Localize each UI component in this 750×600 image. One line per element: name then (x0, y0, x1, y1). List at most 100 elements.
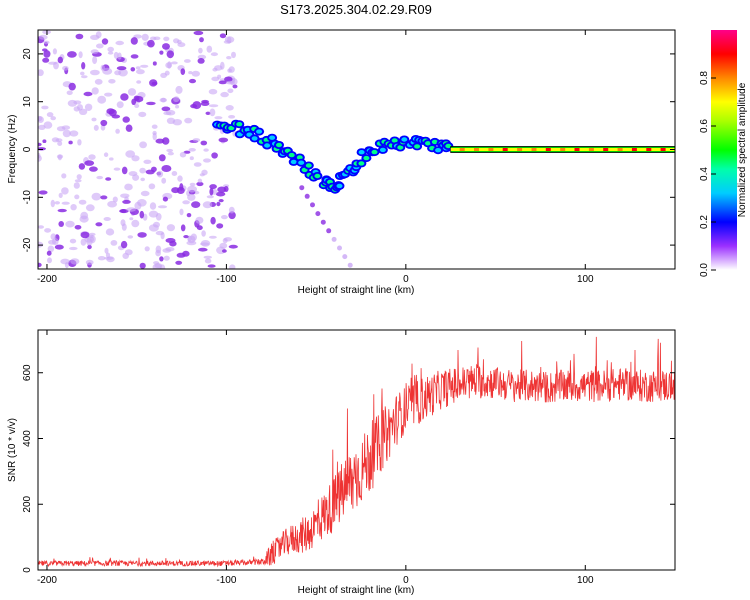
noise-blob (69, 130, 79, 137)
noise-blob (115, 40, 124, 46)
ridge-core (363, 155, 370, 161)
noise-blob (171, 187, 180, 194)
noise-blob (70, 258, 80, 265)
ridge-core (228, 125, 235, 131)
colorbar-tick-label: 0.6 (699, 119, 710, 133)
noise-blob (84, 160, 95, 166)
noise-blob (44, 228, 52, 233)
noise-blob (224, 76, 233, 82)
y-tick-label: 0 (22, 146, 33, 152)
spectrogram-y-label: Frequency (Hz) (7, 115, 18, 184)
snr-y-ticks: 0 200 400 600 (22, 364, 675, 573)
noise-blob (220, 91, 229, 98)
noise-blob (152, 61, 157, 66)
noise-blob (38, 116, 44, 123)
noise-blob (206, 195, 214, 199)
noise-blob (120, 240, 128, 249)
spectrogram-marks (38, 30, 675, 269)
noise-blob (162, 137, 170, 145)
noise-blob (228, 66, 235, 73)
noise-blob (78, 199, 87, 205)
noise-blob (205, 111, 211, 116)
noise-blob (124, 249, 133, 256)
tail-peak (545, 148, 551, 151)
ridge-core (391, 138, 398, 143)
noise-blob (58, 221, 64, 227)
noise-blob (210, 52, 218, 57)
noise-blob (57, 154, 63, 161)
streak-blob (315, 211, 321, 217)
noise-blob (107, 46, 114, 53)
noise-blob (42, 139, 47, 143)
noise-blob (186, 240, 197, 246)
ridge-core (425, 141, 431, 146)
noise-blob (97, 256, 106, 261)
noise-blob (108, 79, 116, 84)
noise-blob (157, 205, 168, 209)
tail-peak (660, 148, 666, 151)
noise-blob (171, 171, 178, 176)
noise-blob (228, 244, 238, 249)
noise-blob (180, 224, 186, 232)
ridge-core (236, 122, 243, 127)
noise-blob (67, 51, 77, 58)
noise-blob (229, 264, 236, 269)
streak-blob (304, 193, 310, 199)
noise-blob (208, 104, 219, 108)
noise-blob (187, 193, 196, 201)
noise-blob (175, 260, 183, 265)
noise-blob (78, 108, 88, 116)
streak-blob (347, 262, 353, 268)
colorbar-tick-label: 0.4 (699, 167, 710, 181)
noise-blob (131, 98, 137, 106)
noise-blob (96, 43, 104, 49)
noise-blob (69, 246, 78, 251)
noise-blob (80, 231, 90, 239)
ridge-core (431, 139, 438, 145)
noise-blob (113, 51, 119, 59)
noise-blob (100, 195, 108, 200)
noise-blob (140, 177, 145, 182)
noise-blob (146, 101, 156, 106)
snr-y-label: SNR (10 * v/v) (7, 418, 18, 482)
noise-blob (162, 196, 168, 202)
noise-blob (103, 217, 111, 221)
noise-blob (166, 50, 174, 59)
ridge-core (296, 155, 303, 160)
noise-blob (73, 106, 81, 112)
noise-blob (38, 69, 44, 77)
noise-blob (159, 97, 167, 103)
noise-blob (216, 201, 221, 207)
colorbar-tick-label: 0.0 (699, 263, 710, 277)
noise-blob (203, 148, 209, 152)
noise-blob (55, 138, 63, 142)
noise-blob (46, 250, 52, 256)
noise-blob (88, 232, 96, 236)
noise-blob (90, 49, 99, 54)
noise-blob (115, 128, 120, 134)
noise-blob (193, 162, 202, 167)
ridge-core (401, 137, 408, 142)
tail-peak (517, 148, 523, 151)
noise-blob (227, 88, 234, 94)
noise-blob (211, 152, 218, 159)
noise-blob (152, 132, 157, 141)
noise-blob (218, 199, 224, 203)
noise-blob (197, 178, 203, 183)
noise-blob (66, 90, 73, 96)
noise-blob (226, 80, 235, 85)
noise-blob (140, 64, 149, 68)
noise-blob (183, 235, 189, 239)
noise-blob (162, 43, 170, 50)
noise-blob (81, 75, 88, 79)
noise-blob (186, 213, 192, 218)
noise-blob (68, 140, 73, 145)
noise-blob (57, 208, 67, 213)
noise-blob (126, 207, 136, 212)
noise-blob (78, 51, 83, 59)
noise-blob (159, 264, 166, 269)
x-tick-label: 100 (577, 575, 594, 586)
ridge-core (276, 142, 282, 148)
noise-blob (41, 105, 49, 110)
